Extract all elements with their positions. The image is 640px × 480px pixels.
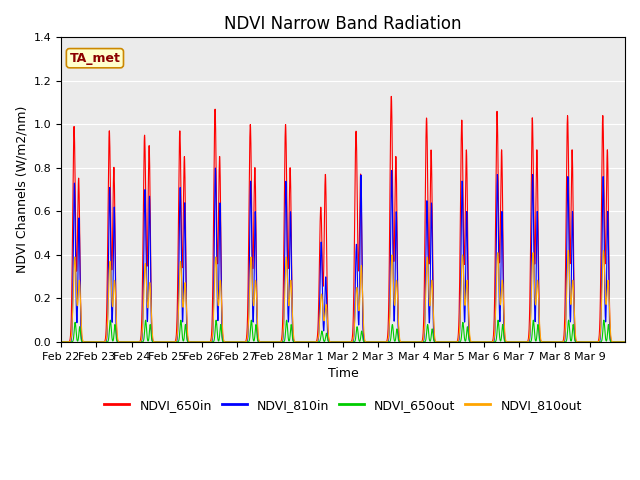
- NDVI_650out: [615, 339, 623, 345]
- NDVI_810out: [501, 332, 509, 337]
- Line: NDVI_810out: NDVI_810out: [61, 251, 625, 342]
- Text: TA_met: TA_met: [70, 52, 120, 65]
- NDVI_810out: [173, 337, 180, 343]
- NDVI_650in: [621, 339, 629, 345]
- NDVI_650out: [621, 339, 629, 345]
- NDVI_810out: [615, 339, 623, 345]
- NDVI_650out: [535, 330, 543, 336]
- NDVI_810in: [173, 339, 180, 345]
- NDVI_810out: [600, 248, 607, 253]
- NDVI_810out: [57, 339, 65, 345]
- NDVI_650in: [465, 328, 473, 334]
- NDVI_810in: [57, 339, 65, 345]
- NDVI_810out: [415, 339, 423, 345]
- NDVI_650in: [57, 339, 65, 345]
- Line: NDVI_650out: NDVI_650out: [61, 320, 625, 342]
- NDVI_650in: [501, 337, 509, 343]
- Line: NDVI_650in: NDVI_650in: [61, 96, 625, 342]
- NDVI_810out: [465, 319, 473, 324]
- NDVI_650out: [501, 339, 509, 345]
- NDVI_650out: [173, 339, 180, 345]
- NDVI_810in: [501, 339, 509, 345]
- Legend: NDVI_650in, NDVI_810in, NDVI_650out, NDVI_810out: NDVI_650in, NDVI_810in, NDVI_650out, NDV…: [99, 394, 587, 417]
- NDVI_810out: [535, 300, 543, 306]
- NDVI_810in: [465, 335, 473, 341]
- Y-axis label: NDVI Channels (W/m2/nm): NDVI Channels (W/m2/nm): [15, 106, 28, 273]
- NDVI_810in: [535, 317, 543, 323]
- NDVI_810in: [415, 339, 423, 345]
- Title: NDVI Narrow Band Radiation: NDVI Narrow Band Radiation: [224, 15, 462, 33]
- NDVI_650in: [387, 94, 395, 99]
- NDVI_650in: [615, 339, 623, 345]
- NDVI_650out: [465, 337, 473, 343]
- NDVI_650out: [57, 339, 65, 345]
- NDVI_650in: [535, 301, 543, 307]
- NDVI_650in: [173, 329, 180, 335]
- X-axis label: Time: Time: [328, 367, 358, 380]
- NDVI_650out: [415, 339, 423, 345]
- NDVI_810out: [621, 339, 629, 345]
- Line: NDVI_810in: NDVI_810in: [61, 168, 625, 342]
- NDVI_650in: [415, 339, 423, 345]
- NDVI_810in: [615, 339, 623, 345]
- NDVI_810in: [212, 165, 220, 171]
- NDVI_650out: [600, 317, 608, 323]
- NDVI_810in: [621, 339, 629, 345]
